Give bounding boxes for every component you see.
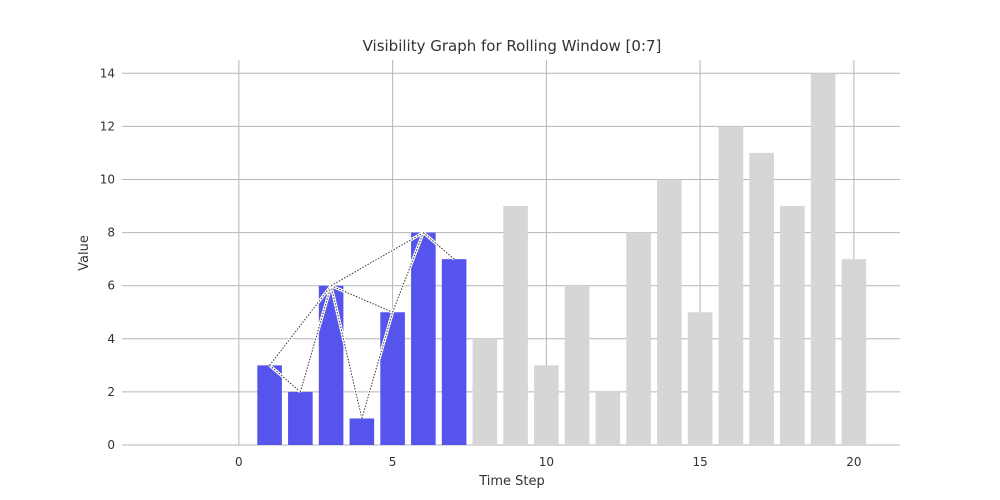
bar-window-4 [349, 418, 375, 445]
visibility-edge-2-3 [299, 285, 332, 393]
visibility-edge-5-6 [392, 232, 424, 313]
bar-17 [749, 152, 774, 445]
bar-9 [503, 206, 528, 445]
visibility-edges [268, 231, 456, 419]
bar-13 [626, 232, 651, 445]
bar-window-7 [441, 259, 467, 445]
visibility-edge-6-7 [423, 232, 455, 260]
x-axis-label: Time Step [478, 474, 545, 489]
visibility-edge-3-5 [330, 285, 393, 313]
bar-12 [595, 391, 621, 445]
visibility-edge-halo [268, 284, 333, 367]
y-tick-label: 6 [107, 279, 115, 293]
x-tick-label: 0 [235, 455, 243, 469]
bar-window-6 [411, 232, 436, 445]
y-axis-ticks: 0 2 4 6 8 10 12 14 [100, 66, 115, 452]
visibility-edge-halo [330, 231, 425, 287]
bar-window-2 [288, 391, 313, 445]
y-tick-label: 14 [100, 66, 115, 80]
y-tick-label: 10 [100, 172, 115, 186]
y-tick-label: 2 [107, 385, 115, 399]
x-axis-ticks: 0 5 10 15 20 [235, 455, 861, 469]
bars [257, 73, 867, 446]
chart-title: Visibility Graph for Rolling Window [0:7… [363, 37, 662, 55]
visibility-edge-halo [329, 285, 364, 419]
bar-18 [780, 206, 805, 445]
bar-16 [718, 126, 744, 446]
bar-8 [472, 338, 498, 445]
bar-20 [841, 259, 867, 445]
bar-window-1 [257, 365, 282, 445]
x-tick-label: 5 [389, 455, 397, 469]
bar-window-5 [380, 312, 405, 445]
visibility-edge-4-5 [361, 312, 394, 419]
x-tick-label: 20 [846, 455, 861, 469]
y-tick-label: 0 [107, 438, 115, 452]
visibility-edge-1-2 [269, 364, 301, 393]
bar-15 [687, 312, 713, 445]
bar-11 [564, 285, 590, 445]
x-tick-label: 15 [692, 455, 707, 469]
y-axis-label: Value [77, 235, 92, 271]
bar-19 [810, 73, 836, 445]
y-tick-label: 12 [100, 119, 115, 133]
y-tick-label: 8 [107, 226, 115, 240]
bar-window-3 [318, 285, 344, 445]
bar-14 [657, 179, 682, 445]
y-tick-label: 4 [107, 332, 115, 346]
x-tick-label: 10 [539, 455, 554, 469]
bar-10 [534, 365, 559, 445]
